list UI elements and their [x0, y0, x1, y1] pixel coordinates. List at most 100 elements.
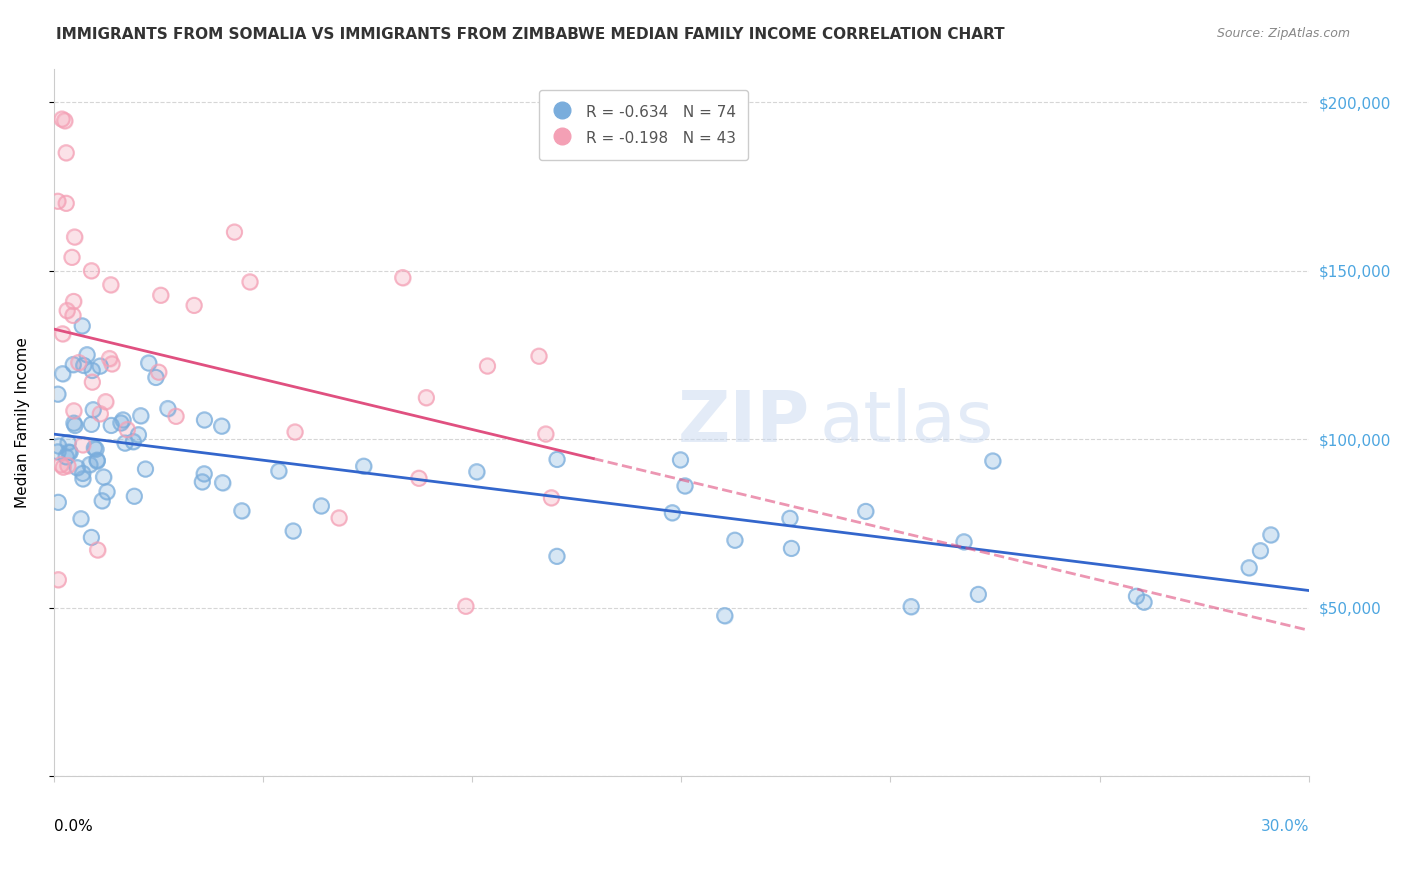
Point — [72, 467, 94, 481]
Point — [63, 230, 86, 244]
Point — [80, 264, 103, 278]
Point — [981, 454, 1004, 468]
Point — [311, 499, 333, 513]
Point — [281, 524, 304, 538]
Point — [83, 441, 105, 455]
Point — [284, 425, 307, 439]
Point — [454, 599, 477, 614]
Point — [80, 530, 103, 544]
Point — [56, 435, 79, 450]
Point — [900, 599, 922, 614]
Point — [1237, 561, 1260, 575]
Point — [145, 370, 167, 384]
Point — [156, 401, 179, 416]
Point — [129, 409, 152, 423]
Point — [284, 425, 307, 439]
Point — [673, 479, 696, 493]
Point — [46, 194, 69, 209]
Point — [391, 270, 413, 285]
Point — [52, 460, 75, 475]
Point — [63, 418, 86, 433]
Point — [124, 489, 146, 503]
Point — [673, 479, 696, 493]
Point — [72, 467, 94, 481]
Point — [267, 464, 290, 478]
Point — [111, 413, 134, 427]
Point — [328, 511, 350, 525]
Point — [191, 475, 214, 489]
Point — [724, 533, 747, 548]
Point — [82, 375, 104, 389]
Text: Source: ZipAtlas.com: Source: ZipAtlas.com — [1216, 27, 1350, 40]
Point — [546, 452, 568, 467]
Point — [96, 484, 118, 499]
Point — [1260, 528, 1282, 542]
Point — [53, 113, 76, 128]
Point — [328, 511, 350, 525]
Point — [46, 573, 69, 587]
Point — [855, 504, 877, 518]
Point — [138, 356, 160, 370]
Point — [193, 413, 215, 427]
Point — [55, 145, 77, 160]
Point — [231, 504, 253, 518]
Point — [454, 599, 477, 614]
Point — [86, 543, 108, 558]
Text: IMMIGRANTS FROM SOMALIA VS IMMIGRANTS FROM ZIMBABWE MEDIAN FAMILY INCOME CORRELA: IMMIGRANTS FROM SOMALIA VS IMMIGRANTS FR… — [56, 27, 1005, 42]
Point — [110, 416, 132, 430]
Point — [149, 288, 172, 302]
Point — [98, 351, 121, 366]
Point — [46, 387, 69, 401]
Point — [58, 445, 80, 459]
Point — [53, 113, 76, 128]
Point — [149, 288, 172, 302]
Point — [231, 504, 253, 518]
Point — [224, 225, 246, 239]
Point — [127, 427, 149, 442]
Y-axis label: Median Family Income: Median Family Income — [15, 337, 30, 508]
Point — [193, 467, 215, 481]
Point — [193, 467, 215, 481]
Point — [669, 453, 692, 467]
Point — [86, 543, 108, 558]
Point — [465, 465, 488, 479]
Point — [59, 445, 82, 459]
Point — [62, 358, 84, 372]
Point — [127, 427, 149, 442]
Point — [1133, 595, 1156, 609]
Point — [145, 370, 167, 384]
Point — [415, 391, 437, 405]
Point — [89, 359, 111, 373]
Point — [80, 417, 103, 432]
Point — [46, 445, 69, 459]
Point — [780, 541, 803, 556]
Point — [70, 512, 93, 526]
Point — [353, 459, 375, 474]
Point — [713, 608, 735, 623]
Point — [63, 416, 86, 430]
Point — [82, 402, 104, 417]
Point — [148, 365, 170, 379]
Point — [46, 495, 69, 509]
Point — [191, 475, 214, 489]
Point — [129, 409, 152, 423]
Point — [51, 326, 73, 341]
Point — [55, 450, 77, 464]
Point — [661, 506, 683, 520]
Point — [52, 367, 75, 381]
Point — [46, 445, 69, 459]
Point — [48, 439, 70, 453]
Point — [46, 495, 69, 509]
Point — [72, 438, 94, 452]
Point — [779, 511, 801, 525]
Point — [98, 351, 121, 366]
Point — [80, 417, 103, 432]
Point — [94, 394, 117, 409]
Point — [465, 465, 488, 479]
Point — [82, 363, 104, 377]
Point — [855, 504, 877, 518]
Point — [56, 458, 79, 473]
Point — [239, 275, 262, 289]
Point — [661, 506, 683, 520]
Point — [267, 464, 290, 478]
